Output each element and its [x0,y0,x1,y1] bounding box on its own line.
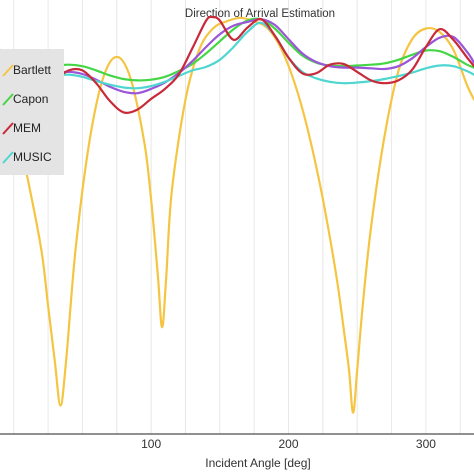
legend-label: MUSIC [13,150,52,164]
x-tick-label: 300 [416,437,436,451]
legend: Bartlett Capon MEM MUSIC [0,49,64,175]
legend-swatch [2,122,14,135]
x-tick-labels: 100 200 300 [141,437,436,451]
x-tick-label: 100 [141,437,161,451]
series-line-mem [0,15,474,114]
legend-label: Bartlett [13,63,52,77]
legend-swatch [2,151,14,164]
series-line-unnamed [0,18,474,95]
x-axis-label: Incident Angle [deg] [205,456,310,470]
legend-swatch [2,93,14,106]
x-tick-label: 200 [279,437,299,451]
chart-title: Direction of Arrival Estimation [185,8,335,20]
series-lines [0,15,474,414]
series-line-music [0,21,474,90]
legend-label: MEM [13,121,41,135]
legend-swatch [2,64,14,77]
legend-label: Capon [13,92,48,106]
